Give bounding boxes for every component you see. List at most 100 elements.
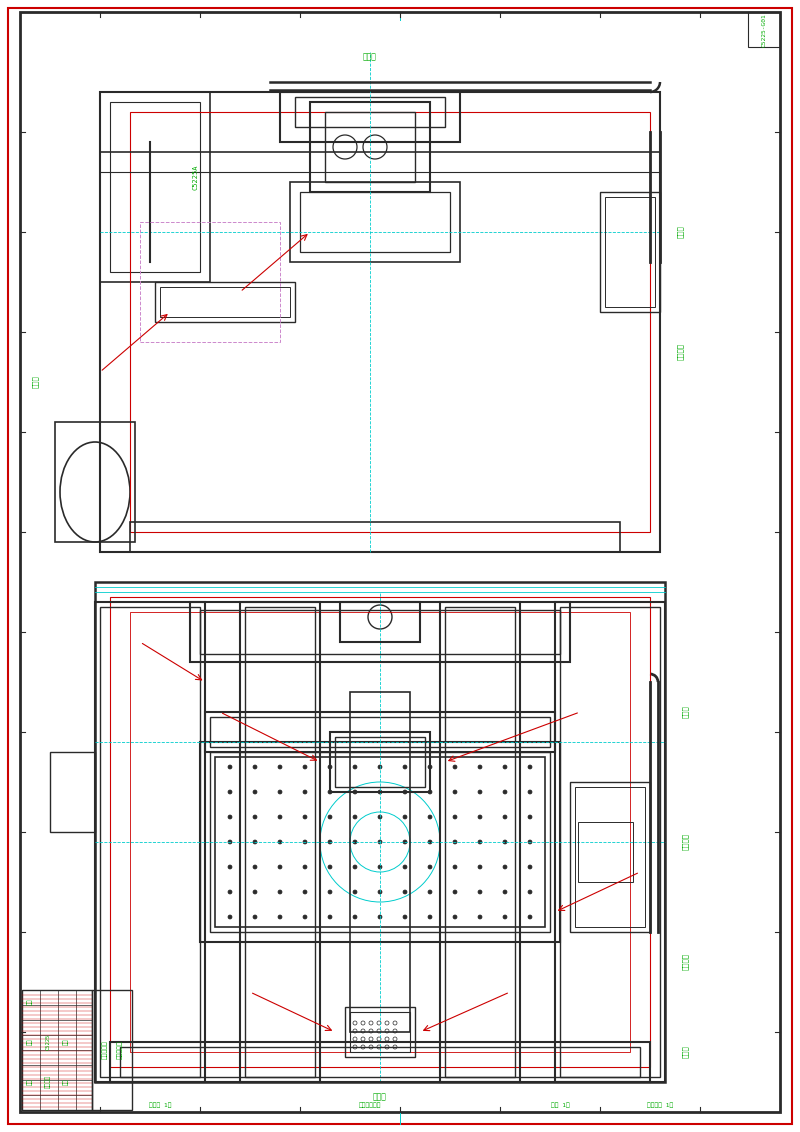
Circle shape [453, 790, 457, 794]
Circle shape [253, 890, 257, 894]
Text: 图纸: 图纸 [63, 1039, 69, 1045]
Circle shape [453, 815, 457, 818]
Circle shape [353, 890, 357, 894]
Bar [100, 92, 210, 282]
Circle shape [528, 815, 532, 818]
Circle shape [353, 915, 357, 919]
Circle shape [253, 765, 257, 769]
Circle shape [378, 865, 382, 869]
Text: 审核: 审核 [27, 998, 33, 1005]
Circle shape [478, 865, 482, 869]
Circle shape [278, 915, 282, 919]
Circle shape [403, 915, 407, 919]
Text: 图号: 图号 [27, 1039, 33, 1045]
Circle shape [528, 790, 532, 794]
Circle shape [503, 790, 507, 794]
Circle shape [303, 765, 307, 769]
Circle shape [528, 765, 532, 769]
Circle shape [353, 815, 357, 818]
Circle shape [453, 840, 457, 844]
Bar [748, 12, 780, 48]
Circle shape [228, 840, 232, 844]
Text: C5225: C5225 [46, 1034, 50, 1050]
Bar [130, 112, 650, 532]
Bar [350, 1012, 410, 1052]
Circle shape [228, 915, 232, 919]
Circle shape [303, 815, 307, 818]
Text: 液压系统: 液压系统 [682, 833, 688, 850]
Bar [130, 612, 630, 1052]
Circle shape [278, 890, 282, 894]
Circle shape [253, 865, 257, 869]
Circle shape [428, 790, 432, 794]
Bar [50, 752, 95, 832]
Circle shape [503, 865, 507, 869]
Circle shape [453, 890, 457, 894]
Text: 数控系统: 数控系统 [677, 343, 683, 360]
Bar [325, 112, 415, 182]
Bar [200, 741, 560, 942]
Circle shape [478, 765, 482, 769]
Bar [345, 1007, 415, 1057]
Text: 最终用户验收: 最终用户验收 [358, 1103, 382, 1108]
Circle shape [303, 865, 307, 869]
Bar [100, 607, 200, 1077]
Text: 液压站 1台: 液压站 1台 [149, 1103, 171, 1108]
Circle shape [453, 915, 457, 919]
Circle shape [528, 865, 532, 869]
Circle shape [428, 890, 432, 894]
Bar [245, 607, 315, 1077]
Text: 主视图: 主视图 [363, 52, 377, 61]
Circle shape [228, 765, 232, 769]
Circle shape [328, 790, 332, 794]
Circle shape [228, 790, 232, 794]
Bar [578, 822, 633, 882]
Bar [335, 737, 425, 787]
Circle shape [378, 790, 382, 794]
Bar [295, 97, 445, 127]
Bar [95, 582, 665, 1082]
Circle shape [228, 890, 232, 894]
Circle shape [253, 915, 257, 919]
Circle shape [503, 765, 507, 769]
Bar [555, 602, 665, 1082]
Circle shape [403, 815, 407, 818]
Circle shape [278, 815, 282, 818]
Bar [330, 732, 430, 792]
Text: 数控系统 1套: 数控系统 1套 [647, 1103, 673, 1108]
Text: C5225-G01: C5225-G01 [762, 14, 766, 46]
Text: 比例: 比例 [63, 1079, 69, 1086]
Bar [130, 522, 620, 552]
Circle shape [528, 890, 532, 894]
Circle shape [328, 865, 332, 869]
Circle shape [278, 790, 282, 794]
Circle shape [403, 840, 407, 844]
Circle shape [478, 840, 482, 844]
Text: 液压站: 液压站 [32, 376, 38, 388]
Bar [200, 610, 560, 654]
Circle shape [303, 840, 307, 844]
Bar [300, 192, 450, 252]
Bar [440, 602, 520, 1082]
Bar [575, 787, 645, 927]
Circle shape [478, 815, 482, 818]
Bar [600, 192, 660, 312]
Text: C5225A: C5225A [192, 164, 198, 190]
Circle shape [478, 890, 482, 894]
Circle shape [478, 790, 482, 794]
Bar [340, 602, 420, 642]
Bar [155, 282, 295, 321]
Circle shape [528, 840, 532, 844]
Bar [110, 102, 200, 272]
Circle shape [403, 890, 407, 894]
Bar [240, 602, 320, 1082]
Circle shape [428, 815, 432, 818]
Bar [210, 752, 550, 932]
Bar [95, 602, 205, 1082]
Circle shape [403, 765, 407, 769]
Circle shape [378, 890, 382, 894]
Circle shape [503, 915, 507, 919]
Text: 电气柜: 电气柜 [682, 705, 688, 719]
Circle shape [403, 865, 407, 869]
Circle shape [253, 815, 257, 818]
